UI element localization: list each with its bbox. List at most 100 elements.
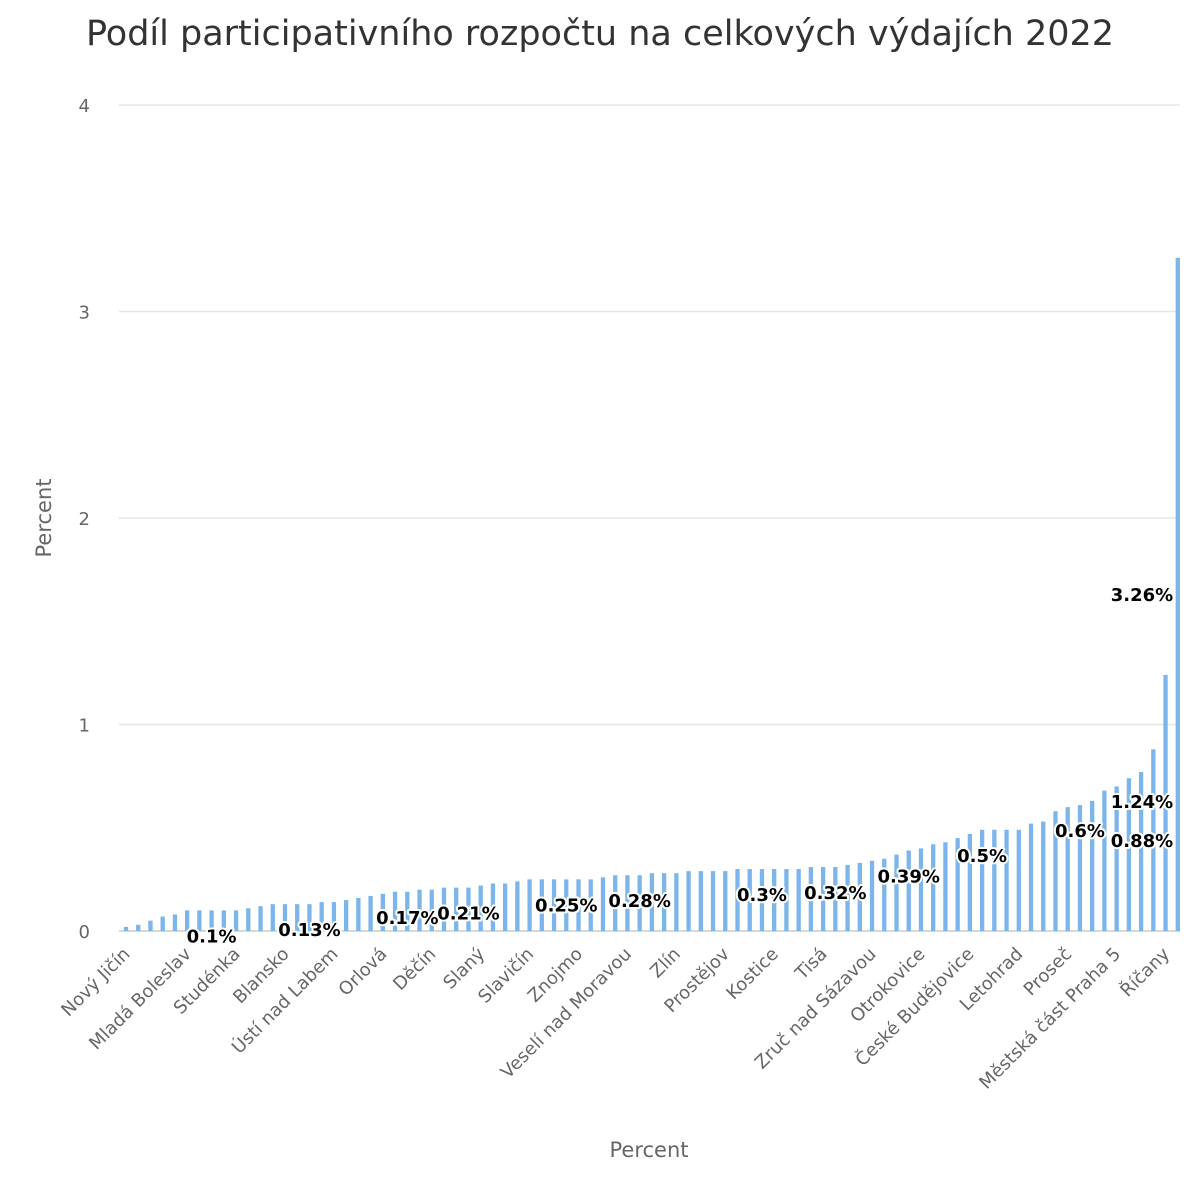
bar [1090, 800, 1095, 931]
bar [282, 904, 288, 931]
bar [992, 829, 997, 931]
bar [356, 897, 361, 931]
bar [123, 926, 129, 931]
bar [967, 833, 973, 931]
bar [710, 871, 716, 931]
bar [686, 871, 691, 931]
bar [405, 891, 410, 931]
data-labels: 0.1% 0.13% 0.17%0.21% 0.25% 0.28% 0.3% 0.32% 0.… [185, 583, 1176, 949]
bar [979, 829, 985, 931]
bar [820, 866, 826, 931]
bar [1077, 805, 1083, 931]
x-tick-label: Orlová [335, 944, 392, 1001]
data-label: 0.3% [737, 885, 787, 906]
bar [185, 910, 190, 931]
data-label: 0.28% [608, 891, 670, 912]
bar [625, 875, 630, 931]
bar [955, 838, 960, 931]
bar [931, 844, 936, 931]
bar [698, 871, 703, 931]
bar [882, 858, 887, 931]
bar [1138, 771, 1144, 931]
bar [1126, 778, 1132, 931]
chart-title: Podíl participativního rozpočtu na celko… [85, 14, 1115, 54]
bar [417, 889, 422, 931]
y-tick-label: 1 [79, 716, 90, 737]
bar [295, 904, 300, 931]
bar [613, 875, 618, 931]
bar [674, 873, 679, 931]
bar [160, 916, 165, 931]
gridlines [119, 104, 1180, 932]
bar [600, 877, 606, 931]
bar [539, 879, 544, 931]
bar [502, 883, 508, 931]
bars [123, 257, 1180, 931]
bar [209, 910, 214, 931]
y-tick-label: 0 [79, 922, 90, 943]
bar [466, 887, 471, 931]
y-axis-title: Percent [32, 478, 56, 557]
bar [1114, 786, 1119, 931]
bar [1016, 829, 1021, 931]
bar [1175, 257, 1180, 931]
bar [1065, 807, 1070, 931]
bar [246, 908, 251, 931]
bar [319, 902, 324, 931]
bar [637, 875, 642, 931]
bar [392, 891, 398, 931]
bar [588, 879, 593, 931]
bar [747, 869, 752, 931]
bar [576, 879, 581, 931]
y-tick-label: 2 [79, 509, 90, 530]
bar [136, 924, 141, 931]
bar [796, 869, 801, 931]
data-label: 0.25% [535, 895, 597, 916]
bar [441, 887, 447, 931]
data-label: 0.39% [877, 866, 939, 887]
y-axis-ticks: 0 1 2 3 4 [79, 96, 90, 943]
bar [723, 871, 728, 931]
bar [845, 864, 850, 931]
data-label: 0.21% [437, 904, 499, 925]
bar [661, 873, 667, 931]
bar [527, 879, 532, 931]
bar [735, 869, 740, 931]
bar [221, 910, 226, 931]
bar [429, 889, 434, 931]
bar [515, 881, 520, 931]
bar [759, 869, 765, 931]
bar [869, 860, 875, 931]
bar [808, 866, 814, 931]
bar [270, 904, 275, 931]
x-tick-label: Říčany [1116, 943, 1175, 1002]
bar [1004, 829, 1009, 931]
x-tick-label: Kostice [722, 944, 782, 1004]
bar [833, 866, 838, 931]
bar [148, 920, 153, 931]
bar [564, 879, 569, 931]
bar [1028, 823, 1034, 931]
bar [1041, 821, 1046, 931]
data-label: 0.17% [376, 908, 438, 929]
data-label: 0.6% [1055, 821, 1105, 842]
bar [1053, 811, 1058, 931]
bar [772, 869, 777, 931]
bar [906, 850, 911, 931]
data-label: 0.13% [278, 920, 340, 941]
bar [454, 887, 459, 931]
data-label: 0.1% [187, 926, 237, 947]
data-label: 0.5% [957, 846, 1007, 867]
bar [478, 885, 483, 931]
bar [380, 893, 385, 931]
bar [490, 883, 496, 931]
bar [857, 862, 862, 931]
bar [894, 854, 899, 931]
bar [1102, 790, 1107, 931]
data-label: 0.88% [1111, 831, 1173, 852]
bar [918, 848, 924, 931]
data-label: 0.32% [804, 883, 866, 904]
bar [1163, 674, 1168, 931]
